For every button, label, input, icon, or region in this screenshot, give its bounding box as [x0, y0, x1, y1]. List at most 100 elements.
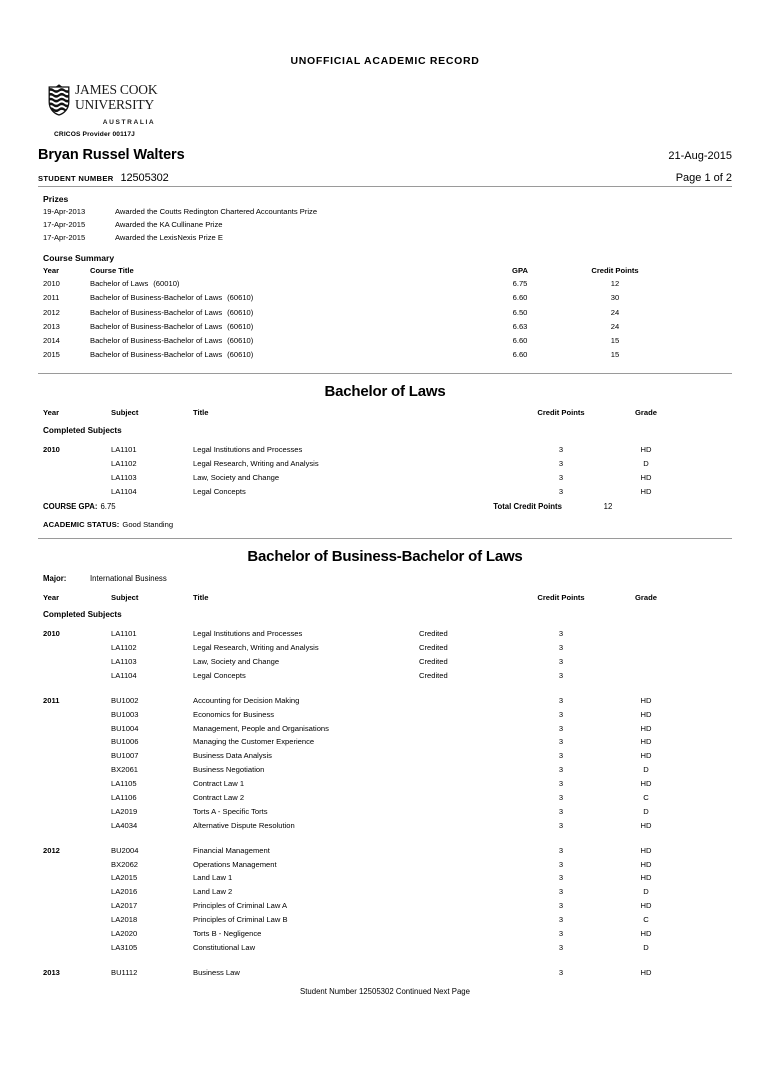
table-row: LA1103 Law, Society and Change 3 HD [43, 474, 732, 482]
cell-credited: Credited [419, 656, 448, 666]
cell-year [43, 460, 111, 468]
cell-credit-points: 15 [610, 349, 620, 359]
cell-credited: Credited [419, 643, 448, 653]
table-row: 2010 Bachelor of Laws (60010) 6.75 12 [43, 280, 732, 288]
cell-credited [419, 808, 515, 816]
col-title: Title [193, 592, 209, 602]
cell-grade: HD [640, 873, 652, 883]
cell-credit-points: 3 [558, 806, 564, 816]
cell-year [43, 930, 111, 938]
cell-credit-points: 24 [610, 321, 620, 331]
cell-year: 2011 [43, 695, 60, 705]
cell-grade: D [643, 806, 649, 816]
cell-subject: BU1112 [111, 967, 138, 977]
table-row: LA3105 Constitutional Law 3 D [43, 944, 732, 952]
cell-year [43, 902, 111, 910]
cell-gpa: 6.63 [512, 321, 528, 331]
cell-course-code: (60610) [227, 321, 254, 331]
cell-credited [419, 697, 515, 705]
table-row: BU1007 Business Data Analysis 3 HD [43, 752, 732, 760]
total-credit-points-label: Total Credit Points [493, 501, 562, 511]
col-year: Year [43, 408, 60, 418]
cell-credit-points: 24 [610, 307, 620, 317]
cell-grade: HD [640, 445, 652, 455]
logo-line-2: UNIVERSITY [75, 96, 154, 112]
total-credit-points-value: 12 [603, 501, 613, 511]
cell-year [43, 944, 111, 952]
page-content: UNOFFICIAL ACADEMIC RECORD [38, 0, 732, 996]
cell-grade: HD [640, 695, 652, 705]
cell-credit-points: 3 [558, 723, 564, 733]
degree1-header-row: Year Subject Title Credit Points Grade [43, 409, 732, 417]
cell-subject: LA4034 [111, 820, 138, 830]
cell-grade [607, 644, 685, 652]
cell-credit-points: 3 [558, 845, 564, 855]
col-credit-points: Credit Points [591, 265, 639, 275]
table-row: 2014 Bachelor of Business-Bachelor of La… [43, 335, 732, 345]
cell-year [43, 711, 111, 719]
cell-subject: BU1004 [111, 723, 139, 733]
cell-year [43, 738, 111, 746]
course-summary-heading: Course Summary [43, 252, 115, 263]
student-number-value: 12505302 [120, 172, 169, 184]
cell-credit-points: 3 [558, 779, 564, 789]
degree1-status-row: ACADEMIC STATUS: Good Standing [43, 520, 732, 529]
cell-credit-points: 3 [558, 859, 564, 869]
cell-year [43, 752, 111, 760]
cell-title: Alternative Dispute Resolution [193, 820, 295, 830]
cell-grade: HD [640, 859, 652, 869]
table-row: BU1003 Economics for Business 3 HD [43, 711, 732, 719]
cell-title: Legal Concepts [193, 670, 246, 680]
cell-credit-points: 30 [610, 293, 620, 303]
cell-credited [419, 488, 515, 496]
cell-credited [419, 822, 515, 830]
cell-credit-points: 3 [558, 820, 564, 830]
prize-text: Awarded the LexisNexis Prize E [115, 233, 223, 243]
cell-grade [607, 658, 685, 666]
cell-subject: LA1103 [111, 472, 137, 482]
col-credited [419, 594, 515, 602]
cell-credited [419, 711, 515, 719]
cell-grade: HD [640, 901, 652, 911]
cell-gpa: 6.60 [512, 335, 528, 345]
cell-credit-points: 3 [558, 709, 564, 719]
table-row: 2012 Bachelor of Business-Bachelor of La… [43, 307, 732, 317]
table-row: LA2019 Torts A - Specific Torts 3 D [43, 808, 732, 816]
cell-year: 2014 [43, 335, 60, 345]
cell-title: Business Law [193, 967, 240, 977]
cell-credit-points: 3 [558, 942, 564, 952]
cell-course-title: Bachelor of Business-Bachelor of Laws [90, 293, 223, 303]
prize-item: 19-Apr-2013 Awarded the Coutts Redington… [43, 208, 732, 216]
cell-credit-points: 3 [558, 901, 564, 911]
jcu-crest-icon [48, 84, 70, 116]
cell-title: Management, People and Organisations [193, 723, 329, 733]
course-summary-header-row: Year Course Title GPA Credit Points [43, 267, 732, 275]
cell-credit-points: 3 [558, 915, 564, 925]
cell-credit-points: 12 [610, 279, 620, 289]
cell-credit-points: 3 [558, 656, 564, 666]
cell-grade: HD [640, 709, 652, 719]
cell-grade: HD [640, 751, 652, 761]
cell-subject: LA1101 [111, 629, 137, 639]
cell-title: Contract Law 1 [193, 779, 245, 789]
cell-subject: LA2016 [111, 887, 138, 897]
degree2-major-row: Major: International Business [43, 574, 732, 583]
cell-grade: D [643, 887, 649, 897]
cell-gpa: 6.50 [512, 307, 528, 317]
cell-grade: HD [640, 967, 652, 977]
cell-subject: BU1003 [111, 709, 139, 719]
table-row: BU1006 Managing the Customer Experience … [43, 738, 732, 746]
page-indicator: Page 1 of 2 [675, 172, 732, 184]
cell-credited [419, 888, 515, 896]
cell-title: Bachelor of Business-Bachelor of Laws (60… [90, 294, 485, 302]
degree1-title: Bachelor of Laws [324, 383, 446, 401]
cell-credit-points: 3 [558, 643, 564, 653]
cell-credited [419, 902, 515, 910]
table-row: LA1104 Legal Concepts 3 HD [43, 488, 732, 496]
cell-title: Bachelor of Business-Bachelor of Laws (60… [90, 321, 485, 331]
col-year: Year [43, 265, 60, 275]
table-row: BU1004 Management, People and Organisati… [43, 723, 732, 733]
cell-credit-points: 3 [558, 737, 564, 747]
cell-credit-points: 3 [558, 751, 564, 761]
cell-gpa: 6.60 [512, 293, 528, 303]
